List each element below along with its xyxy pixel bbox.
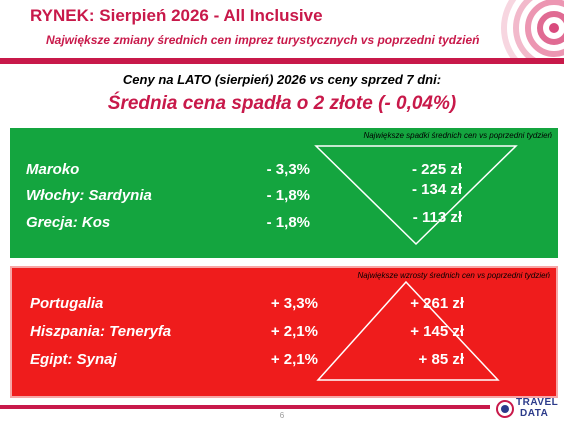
page-number: 6 [279, 411, 285, 420]
decrease-destination: Maroko [26, 161, 80, 178]
increase-percent: + 2,1% [270, 351, 318, 368]
decorative-circles-icon [501, 0, 564, 62]
increases-panel: Największe wzrosty średnich cen vs poprz… [10, 266, 558, 398]
decrease-destination: Włochy: Sardynia [26, 187, 152, 204]
increases-caption: Największe wzrosty średnich cen vs poprz… [357, 271, 550, 280]
increase-percent: + 2,1% [270, 323, 318, 340]
travel-data-logo: TRAVEL DATA [496, 397, 560, 421]
decrease-price: - 113 zł [412, 209, 462, 226]
headline: Średnia cena spadła o 2 złote (- 0,04%) [107, 93, 457, 114]
down-triangle-icon [314, 145, 518, 246]
logo-text-data: DATA [520, 408, 549, 419]
footer-divider [0, 405, 490, 409]
decreases-caption: Największe spadki średnich cen vs poprze… [363, 131, 552, 140]
increase-price: + 85 zł [418, 351, 464, 368]
page-subtitle: Największe zmiany średnich cen imprez tu… [46, 33, 480, 47]
increase-price: + 145 zł [410, 323, 464, 340]
increase-percent: + 3,3% [270, 295, 318, 312]
increase-destination: Egipt: Synaj [30, 351, 117, 368]
up-triangle-icon [316, 280, 500, 381]
increase-destination: Hiszpania: Teneryfa [30, 323, 172, 340]
logo-globe-icon [496, 400, 514, 418]
decrease-destination: Grecja: Kos [26, 214, 111, 231]
decrease-percent: - 3,3% [266, 161, 310, 178]
decrease-percent: - 1,8% [266, 187, 310, 204]
header-divider [0, 58, 564, 64]
increase-price: + 261 zł [410, 295, 464, 312]
logo-text-travel: TRAVEL [516, 397, 559, 408]
decreases-panel: Największe spadki średnich cen vs poprze… [10, 128, 558, 258]
decrease-price: - 134 zł [411, 181, 462, 198]
page-title: RYNEK: Sierpień 2026 - All Inclusive [30, 6, 323, 25]
decrease-percent: - 1,8% [266, 214, 310, 231]
increase-destination: Portugalia [30, 295, 104, 312]
intro-text: Ceny na LATO (sierpień) 2026 vs ceny spr… [122, 72, 442, 87]
decrease-price: - 225 zł [411, 161, 462, 178]
